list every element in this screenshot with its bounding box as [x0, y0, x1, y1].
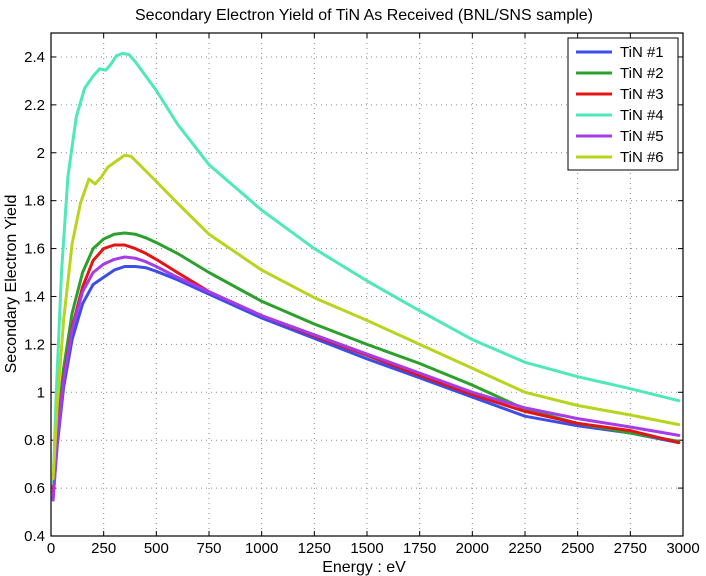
x-axis-title: Energy : eV [322, 559, 406, 576]
x-tick-label: 1000 [245, 540, 278, 557]
x-tick-label: 1500 [350, 540, 383, 557]
y-tick-label: 1.4 [24, 288, 45, 305]
legend-label-tin-1: TiN #1 [620, 44, 664, 61]
chart-title: Secondary Electron Yield of TiN As Recei… [135, 7, 593, 24]
series-line-tin-4 [51, 51, 681, 485]
x-tick-label: 1250 [298, 540, 331, 557]
y-tick-label: 1.2 [24, 336, 45, 353]
x-tick-label: 2750 [614, 540, 647, 557]
series-lines [51, 51, 681, 502]
legend-label-tin-2: TiN #2 [620, 65, 664, 82]
x-tick-label: 750 [196, 540, 221, 557]
y-tick-label: 2 [37, 145, 45, 162]
y-tick-label: 1 [37, 384, 45, 401]
legend-label-tin-6: TiN #6 [620, 149, 664, 166]
series-line-tin-5 [51, 255, 681, 502]
y-tick-label: 2.2 [24, 97, 45, 114]
axis-ticks: 0 250 500 750 1000 1250 1500 1750 2000 2250 2500 27… [24, 33, 700, 557]
x-tick-label: 2500 [561, 540, 594, 557]
x-tick-label: 500 [144, 540, 169, 557]
legend-box [567, 37, 679, 171]
legend: TiN #1 TiN #2 TiN #3 TiN #4 TiN #5 TiN #6 [567, 37, 679, 171]
x-tick-label: 2250 [508, 540, 541, 557]
x-tick-label: 0 [47, 540, 55, 557]
series-line-tin-1 [51, 265, 681, 500]
x-tick-label: 3000 [666, 540, 699, 557]
legend-label-tin-3: TiN #3 [620, 86, 664, 103]
y-tick-label: 0.8 [24, 432, 45, 449]
y-tick-label: 0.6 [24, 480, 45, 497]
x-tick-label: 2000 [456, 540, 489, 557]
series-line-tin-2 [51, 231, 681, 490]
x-tick-label: 250 [91, 540, 116, 557]
legend-label-tin-5: TiN #5 [620, 128, 664, 145]
y-tick-label: 2.4 [24, 49, 45, 66]
y-tick-label: 0.4 [24, 528, 45, 545]
y-tick-label: 1.8 [24, 193, 45, 210]
x-tick-label: 1750 [403, 540, 436, 557]
series-line-tin-6 [51, 153, 681, 480]
legend-label-tin-4: TiN #4 [620, 107, 664, 124]
y-tick-label: 1.6 [24, 241, 45, 258]
y-axis-title: Secondary Electron Yield [3, 195, 20, 374]
